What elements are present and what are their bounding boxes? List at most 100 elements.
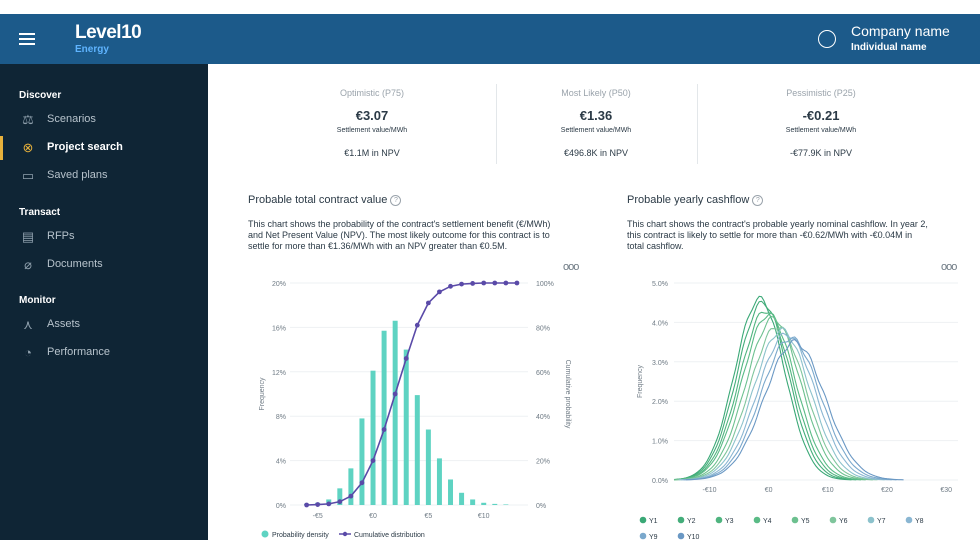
sidebar-item-label: Assets xyxy=(47,318,81,330)
user-avatar-icon[interactable] xyxy=(818,30,836,48)
more-options-icon[interactable]: ooo xyxy=(563,261,579,273)
y-tick-label: 3.0% xyxy=(652,360,668,367)
series-line-y4 xyxy=(673,312,866,481)
y2-tick-label: 20% xyxy=(536,459,550,466)
cumulative-point xyxy=(304,502,310,508)
legend-label: Y6 xyxy=(839,518,848,525)
sidebar-item-saved-plans[interactable]: ▭ Saved plans xyxy=(0,164,208,188)
histogram-bar xyxy=(459,492,465,505)
sidebar-section-discover: Discover xyxy=(19,90,62,101)
histogram-bar xyxy=(359,418,365,505)
histogram-bar xyxy=(425,429,431,505)
histogram-bar xyxy=(436,458,442,505)
desc-line: This chart shows the contract's probable… xyxy=(627,219,928,229)
series-line-y7 xyxy=(678,327,885,481)
help-icon[interactable]: ? xyxy=(390,195,402,206)
scenario-value: €1.36 xyxy=(579,108,613,123)
legend-swatch-density xyxy=(261,530,269,538)
legend-label: Y10 xyxy=(687,534,700,540)
sidebar-item-assets[interactable]: ⋏ Assets xyxy=(0,313,208,337)
x-tick-label: €0 xyxy=(369,513,377,520)
sidebar-item-project-search[interactable]: ⊗ Project search xyxy=(0,136,208,160)
y-tick-label: 20% xyxy=(272,281,286,288)
scenario-value: €3.07 xyxy=(355,108,389,123)
scenario-npv: €496.8K in NPV xyxy=(563,148,629,158)
scenario-npv: -€77.9K in NPV xyxy=(789,148,853,158)
scenario-subtitle: Settlement value/MWh xyxy=(560,127,632,134)
cumulative-point xyxy=(481,280,487,286)
y2-tick-label: 100% xyxy=(536,281,554,288)
legend-label: Y8 xyxy=(915,518,924,525)
sidebar-item-documents[interactable]: ⌀ Documents xyxy=(0,253,208,277)
legend-label: Y7 xyxy=(877,518,886,525)
y-tick-label: 5.0% xyxy=(652,281,668,288)
cumulative-point xyxy=(492,280,498,286)
histogram-bar xyxy=(381,330,387,505)
sidebar: Discover ⚖ Scenarios ⊗ Project search ▭ … xyxy=(0,64,208,540)
histogram-bar xyxy=(492,503,498,505)
hamburger-menu-icon[interactable] xyxy=(19,33,35,45)
series-line-y3 xyxy=(673,311,861,481)
document-search-icon: ▤ xyxy=(21,229,35,244)
left-chart-title: Probable total contract value xyxy=(248,194,388,206)
y-tick-label: 0.0% xyxy=(652,478,668,485)
more-options-icon[interactable]: ooo xyxy=(941,261,957,273)
right-chart-title-row: Probable yearly cashflow? xyxy=(627,194,764,206)
individual-name[interactable]: Individual name xyxy=(851,42,927,53)
series-line-y6 xyxy=(676,326,878,481)
scenario-value: -€0.21 xyxy=(802,108,840,123)
sidebar-item-performance[interactable]: ◔ Performance xyxy=(0,341,208,365)
x-tick-label: -€5 xyxy=(313,513,323,520)
legend-label-cumulative: Cumulative distribution xyxy=(354,532,425,539)
legend-label: Y5 xyxy=(801,518,810,525)
legend-label: Y4 xyxy=(763,518,772,525)
legend-label-density: Probability density xyxy=(272,532,329,539)
cumulative-point xyxy=(437,289,442,295)
map-icon: ▭ xyxy=(21,168,35,183)
logo-sub-text: Energy xyxy=(75,44,109,55)
histogram-bar xyxy=(403,349,409,505)
desc-line: This chart shows the probability of the … xyxy=(248,219,551,229)
legend-label: Y9 xyxy=(649,534,658,540)
cumulative-point xyxy=(348,493,354,499)
series-line-y8 xyxy=(681,332,892,481)
binoculars-icon: ⊗ xyxy=(22,140,34,155)
sidebar-item-label: Documents xyxy=(47,258,103,270)
sidebar-item-label: RFPs xyxy=(47,230,75,242)
scenario-subtitle: Settlement value/MWh xyxy=(336,127,408,134)
y2-axis-label: Cumulative probability xyxy=(564,360,571,429)
series-line-y10 xyxy=(685,338,904,481)
sidebar-item-label: Performance xyxy=(47,346,110,358)
divider xyxy=(496,84,497,164)
histogram-bar xyxy=(481,502,487,505)
top-navbar: Level10 Energy Company name Individual n… xyxy=(0,14,980,64)
desc-line: and Net Present Value (NPV). The most li… xyxy=(248,230,550,240)
gauge-icon: ◔ xyxy=(24,345,32,360)
scenario-title: Most Likely (P50) xyxy=(561,88,631,98)
sidebar-item-rfps[interactable]: ▤ RFPs xyxy=(0,225,208,249)
cumulative-point xyxy=(448,283,453,289)
x-tick-label: €5 xyxy=(424,513,432,520)
sidebar-item-label: Project search xyxy=(47,141,123,153)
y-tick-label: 4% xyxy=(276,459,286,466)
sidebar-section-monitor: Monitor xyxy=(19,295,56,306)
histogram-bar xyxy=(503,504,509,505)
desc-line: total cashflow. xyxy=(627,241,684,251)
company-name[interactable]: Company name xyxy=(851,23,950,39)
cumulative-point xyxy=(326,501,332,507)
y-tick-label: 16% xyxy=(272,325,286,332)
desc-line: this contract is likely to settle for mo… xyxy=(627,230,913,240)
logo[interactable]: Level10 Energy xyxy=(75,22,142,55)
legend-label: Y2 xyxy=(687,518,696,525)
y-axis-label: Frequency xyxy=(637,364,644,398)
divider xyxy=(697,84,698,164)
sidebar-item-scenarios[interactable]: ⚖ Scenarios xyxy=(0,108,208,132)
legend-label: Y1 xyxy=(649,518,658,525)
cumulative-point xyxy=(470,281,476,286)
help-icon[interactable]: ? xyxy=(752,195,764,206)
cumulative-point xyxy=(414,322,420,328)
scenario-pessimistic: Pessimistic (P25) -€0.21 Settlement valu… xyxy=(721,64,921,158)
series-line-y1 xyxy=(673,295,852,481)
left-chart-description: This chart shows the probability of the … xyxy=(248,219,593,252)
legend-swatch-cumulative-dot xyxy=(342,531,348,537)
